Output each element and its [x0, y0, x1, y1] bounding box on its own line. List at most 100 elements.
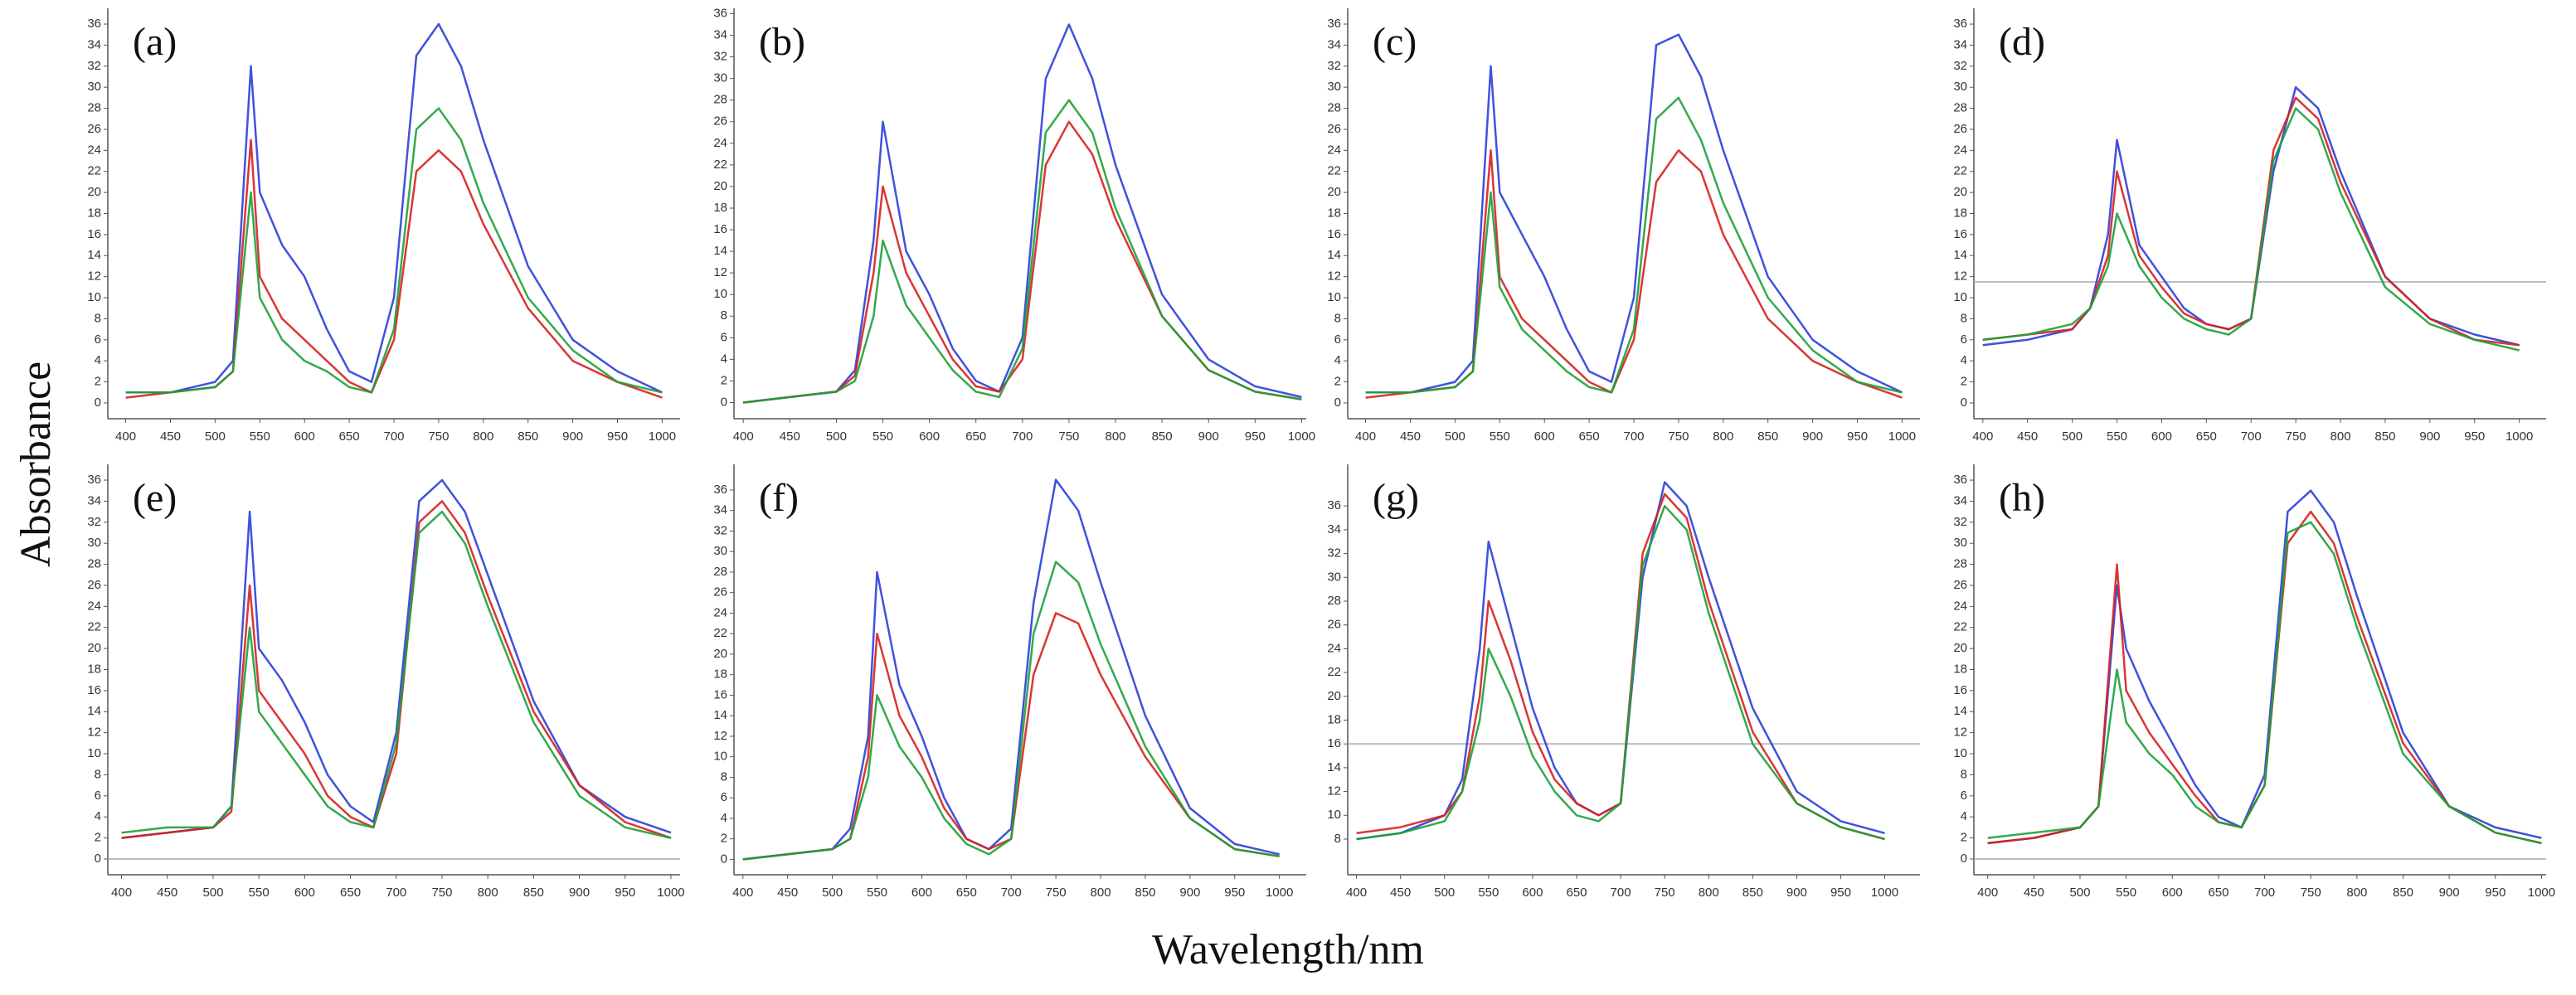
x-tick-label: 400 — [1355, 430, 1376, 444]
y-tick-label: 26 — [1327, 122, 1341, 136]
x-tick-label: 550 — [250, 430, 270, 444]
y-tick-label: 36 — [1953, 473, 1967, 487]
y-tick-label: 36 — [87, 17, 101, 31]
y-tick-label: 10 — [1953, 746, 1967, 760]
x-tick-label: 400 — [1346, 886, 1367, 900]
x-tick-label: 650 — [340, 886, 361, 900]
x-tick-label: 450 — [157, 886, 177, 900]
y-tick-label: 4 — [95, 809, 101, 823]
x-tick-label: 450 — [2024, 886, 2044, 900]
y-tick-label: 24 — [713, 605, 727, 619]
y-tick-label: 18 — [713, 201, 727, 215]
x-tick-label: 900 — [562, 430, 583, 444]
y-tick-label: 8 — [1961, 767, 1967, 781]
spectrum-line — [125, 22, 663, 394]
x-tick-label: 550 — [1490, 430, 1510, 444]
spectrum-line — [125, 107, 663, 394]
x-tick-label: 750 — [428, 430, 449, 444]
x-tick-label: 800 — [478, 886, 498, 900]
y-tick-label: 34 — [713, 503, 727, 517]
x-tick-label: 550 — [2107, 430, 2127, 444]
x-tick-label: 1000 — [2506, 430, 2533, 444]
spectrum-line — [1365, 96, 1903, 394]
x-tick-label: 900 — [1802, 430, 1823, 444]
x-tick-label: 650 — [965, 430, 986, 444]
x-tick-label: 550 — [249, 886, 270, 900]
x-tick-label: 600 — [919, 430, 940, 444]
spectrum-line — [121, 510, 672, 839]
x-tick-label: 450 — [780, 430, 800, 444]
x-tick-label: 500 — [1445, 430, 1465, 444]
x-tick-label: 900 — [2419, 430, 2440, 444]
spectrum-line — [742, 561, 1280, 861]
y-tick-label: 16 — [1327, 736, 1341, 750]
y-tick-label: 30 — [1327, 80, 1341, 94]
x-tick-label: 900 — [1198, 430, 1219, 444]
y-tick-label: 26 — [713, 585, 727, 599]
x-tick-label: 850 — [1152, 430, 1173, 444]
x-tick-label: 600 — [2151, 430, 2172, 444]
x-tick-label: 1000 — [1888, 430, 1916, 444]
x-tick-label: 600 — [2162, 886, 2183, 900]
x-tick-label: 600 — [911, 886, 932, 900]
y-tick-label: 6 — [721, 330, 727, 344]
y-tick-label: 36 — [713, 6, 727, 20]
x-tick-label: 900 — [1179, 886, 1200, 900]
y-tick-label: 18 — [87, 662, 101, 676]
y-tick-label: 24 — [1953, 599, 1967, 613]
panel-label: (g) — [1373, 476, 1419, 520]
x-tick-label: 500 — [205, 430, 226, 444]
x-tick-label: 650 — [2196, 430, 2217, 444]
x-tick-label: 500 — [2069, 886, 2090, 900]
y-tick-label: 10 — [87, 290, 101, 304]
y-tick-label: 32 — [1953, 515, 1967, 529]
y-tick-label: 14 — [87, 704, 101, 718]
x-tick-label: 1000 — [657, 886, 684, 900]
x-tick-label: 850 — [1742, 886, 1763, 900]
x-tick-label: 950 — [1830, 886, 1851, 900]
x-tick-label: 750 — [1668, 430, 1689, 444]
y-tick-label: 36 — [1953, 17, 1967, 31]
x-tick-label: 1000 — [1288, 430, 1315, 444]
y-tick-label: 4 — [1961, 809, 1967, 823]
y-tick-label: 24 — [1327, 143, 1341, 157]
y-tick-label: 20 — [713, 179, 727, 193]
x-tick-label: 700 — [1623, 430, 1644, 444]
y-tick-label: 22 — [713, 626, 727, 640]
x-tick-label: 800 — [1699, 886, 1719, 900]
y-tick-label: 4 — [721, 352, 727, 366]
x-tick-label: 800 — [473, 430, 493, 444]
y-tick-label: 4 — [1334, 353, 1341, 367]
x-tick-label: 450 — [777, 886, 798, 900]
y-tick-label: 2 — [1961, 375, 1967, 389]
x-tick-label: 450 — [2017, 430, 2038, 444]
x-tick-label: 500 — [2062, 430, 2083, 444]
y-tick-label: 8 — [721, 769, 727, 784]
x-tick-label: 750 — [1058, 430, 1079, 444]
x-tick-label: 700 — [383, 430, 404, 444]
y-tick-label: 8 — [95, 767, 101, 781]
y-tick-label: 6 — [721, 790, 727, 804]
x-tick-label: 800 — [1713, 430, 1733, 444]
y-tick-label: 34 — [713, 28, 727, 42]
x-tick-label: 550 — [867, 886, 887, 900]
y-tick-label: 26 — [713, 114, 727, 129]
x-tick-label: 900 — [2439, 886, 2460, 900]
y-tick-label: 10 — [1953, 290, 1967, 304]
x-tick-label: 400 — [733, 430, 754, 444]
y-tick-label: 24 — [713, 136, 727, 150]
y-tick-label: 6 — [1961, 789, 1967, 803]
y-tick-label: 0 — [95, 396, 101, 410]
x-tick-label: 400 — [732, 886, 753, 900]
y-tick-label: 36 — [1327, 17, 1341, 31]
x-tick-label: 950 — [1224, 886, 1245, 900]
x-tick-label: 450 — [160, 430, 181, 444]
y-tick-label: 28 — [87, 557, 101, 571]
panel: 8 10 12 14 16 18 20 22 24 26 28 30 32 34 36 400 450 500 55… — [1327, 464, 1920, 900]
x-tick-label: 750 — [1046, 886, 1067, 900]
x-tick-label: 1000 — [1871, 886, 1898, 900]
